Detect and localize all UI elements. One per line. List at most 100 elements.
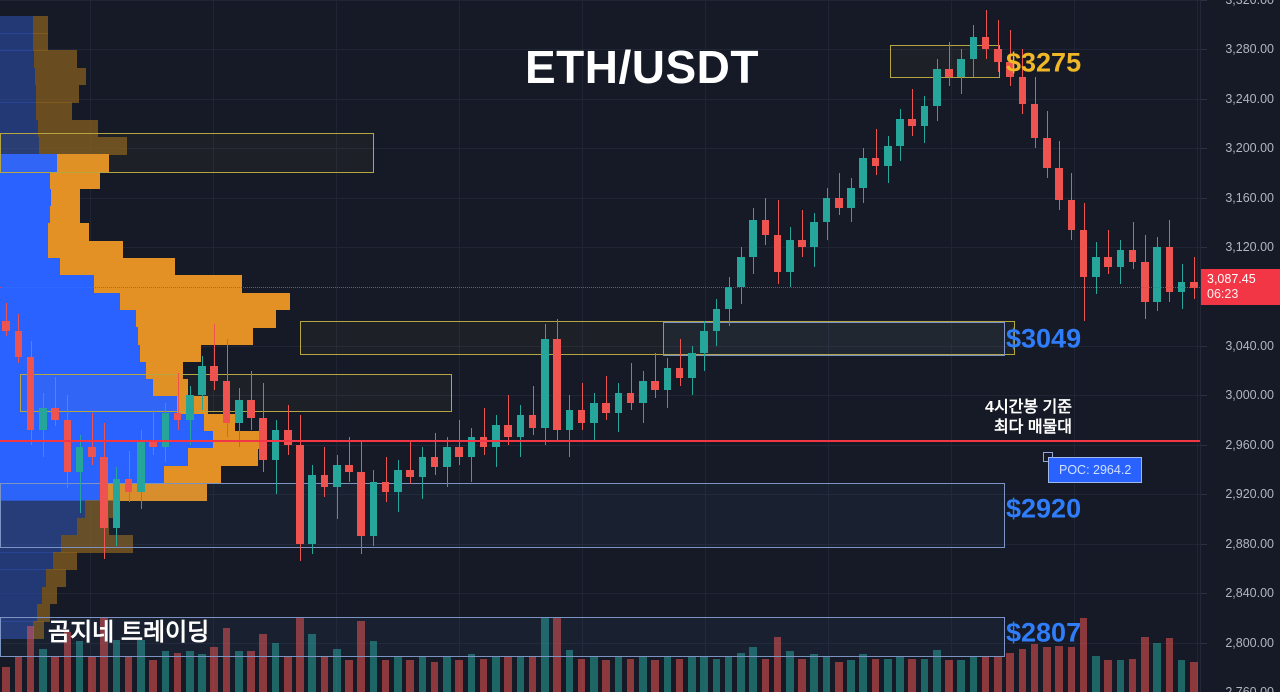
price-axis[interactable]: 3,320.00 3,280.00 3,240.00 3,200.00 3,160.00… bbox=[1200, 0, 1280, 692]
price-tag-2920[interactable]: $2920 bbox=[1006, 493, 1082, 524]
candle-body bbox=[908, 118, 917, 127]
price-tag-2807[interactable]: $2807 bbox=[1006, 617, 1082, 648]
volume-bar bbox=[296, 618, 304, 692]
volume-profile-buy-segment bbox=[0, 552, 53, 570]
volume-profile-sell-segment bbox=[32, 33, 49, 51]
candle-body bbox=[773, 234, 782, 272]
price-tag-3275[interactable]: $3275 bbox=[1006, 47, 1082, 78]
volume-profile-sell-segment bbox=[120, 292, 290, 311]
candle-body bbox=[467, 437, 476, 458]
candle-wick bbox=[435, 432, 436, 475]
volume-bar bbox=[981, 657, 990, 692]
candle-wick bbox=[484, 407, 485, 455]
volume-profile-buy-segment bbox=[0, 621, 33, 640]
price-axis-tick bbox=[1201, 543, 1207, 545]
volume-bar bbox=[1067, 647, 1076, 692]
volume-profile-sell-segment bbox=[38, 119, 99, 138]
candle-wick bbox=[949, 42, 950, 87]
price-axis-tick bbox=[1201, 0, 1207, 1]
candle-body bbox=[1030, 103, 1039, 139]
zone-3200-band[interactable] bbox=[0, 133, 374, 173]
volume-bar bbox=[100, 618, 108, 692]
candle-body bbox=[2, 321, 10, 332]
volume-profile-buy-segment bbox=[0, 465, 165, 484]
candle-body bbox=[798, 239, 806, 248]
price-tag-3049[interactable]: $3049 bbox=[1006, 323, 1082, 354]
candle-body bbox=[100, 457, 108, 528]
volume-bar bbox=[283, 657, 292, 692]
gridline-horizontal bbox=[0, 395, 1200, 397]
volume-profile-buy-segment bbox=[0, 119, 39, 138]
candle-body bbox=[1141, 261, 1149, 302]
volume-profile-row bbox=[0, 171, 100, 190]
candle-body bbox=[320, 474, 329, 487]
volume-profile-row bbox=[0, 552, 77, 570]
volume-bar bbox=[945, 660, 953, 692]
volume-profile-buy-segment bbox=[0, 33, 33, 51]
volume-profile-buy-segment bbox=[0, 67, 35, 86]
volume-bar bbox=[883, 658, 892, 692]
volume-profile-sell-segment bbox=[145, 361, 183, 380]
volume-bar bbox=[516, 655, 525, 692]
price-axis-label: 3,320.00 bbox=[1225, 0, 1274, 7]
candle-body bbox=[945, 69, 953, 77]
price-axis-label: 3,280.00 bbox=[1225, 42, 1274, 57]
candle-body bbox=[969, 37, 978, 60]
candle-body bbox=[430, 457, 439, 468]
candle-body bbox=[688, 353, 696, 379]
zone-3275-band[interactable] bbox=[890, 45, 1000, 78]
zone-2807-blue[interactable] bbox=[0, 617, 1005, 657]
volume-profile-buy-segment bbox=[0, 206, 51, 224]
candle-body bbox=[1177, 281, 1186, 292]
volume-bar bbox=[1128, 658, 1137, 692]
volume-profile-sell-segment bbox=[32, 15, 49, 34]
poc-badge-container[interactable]: POC: 2964.2 bbox=[1043, 452, 1143, 483]
zone-3049-upper[interactable] bbox=[300, 321, 1015, 355]
volume-profile-sell-segment bbox=[39, 136, 127, 155]
volume-bar bbox=[406, 660, 414, 692]
volume-profile-row bbox=[0, 586, 57, 605]
volume-bar bbox=[663, 657, 672, 692]
price-axis-tick bbox=[1201, 148, 1207, 150]
candle-body bbox=[786, 239, 794, 272]
candle-wick bbox=[680, 338, 681, 386]
candle-wick bbox=[337, 454, 338, 519]
candle-body bbox=[259, 417, 268, 460]
chart-plot-area[interactable]: ETH/USDT 곰지네 트레이딩 $3275 $3049 $2920 $2807 4… bbox=[0, 0, 1200, 692]
gridline-horizontal bbox=[0, 593, 1200, 595]
candle-body bbox=[957, 59, 965, 77]
candle-body bbox=[455, 447, 463, 458]
volume-bar bbox=[39, 648, 47, 692]
volume-bar bbox=[822, 655, 831, 692]
zone-2920-blue[interactable] bbox=[0, 483, 1005, 548]
candle-body bbox=[504, 425, 512, 438]
last-price-badge[interactable]: 3,087.45 06:23 bbox=[1201, 269, 1280, 306]
price-axis-tick bbox=[1201, 395, 1207, 397]
candle-body bbox=[406, 469, 414, 477]
candle-body bbox=[675, 368, 684, 379]
candle-body bbox=[761, 219, 770, 235]
price-axis-tick bbox=[1201, 49, 1207, 51]
candle-wick bbox=[386, 457, 387, 502]
candle-body bbox=[222, 380, 231, 423]
volume-profile-row bbox=[0, 379, 189, 397]
volume-bar bbox=[479, 658, 488, 692]
volume-profile-row bbox=[0, 275, 242, 294]
volume-profile-sell-segment bbox=[140, 344, 202, 363]
candle-body bbox=[234, 400, 243, 423]
volume-bar bbox=[259, 634, 268, 692]
volume-profile-sell-segment bbox=[164, 465, 222, 484]
poc-badge[interactable]: POC: 2964.2 bbox=[1048, 457, 1143, 483]
candle-body bbox=[822, 197, 831, 223]
candle-body bbox=[51, 407, 59, 421]
gridline-vertical bbox=[1074, 0, 1075, 692]
poc-note-line1: 4시간봉 기준 bbox=[985, 399, 1072, 416]
price-axis-label: 2,880.00 bbox=[1225, 536, 1274, 551]
volume-profile-buy-segment bbox=[0, 586, 42, 605]
candle-body bbox=[810, 222, 819, 248]
candle-body bbox=[516, 415, 525, 438]
volume-bar bbox=[639, 655, 647, 692]
candle-body bbox=[602, 402, 610, 413]
volume-bar bbox=[1079, 618, 1088, 692]
volume-profile-buy-segment bbox=[0, 136, 40, 155]
